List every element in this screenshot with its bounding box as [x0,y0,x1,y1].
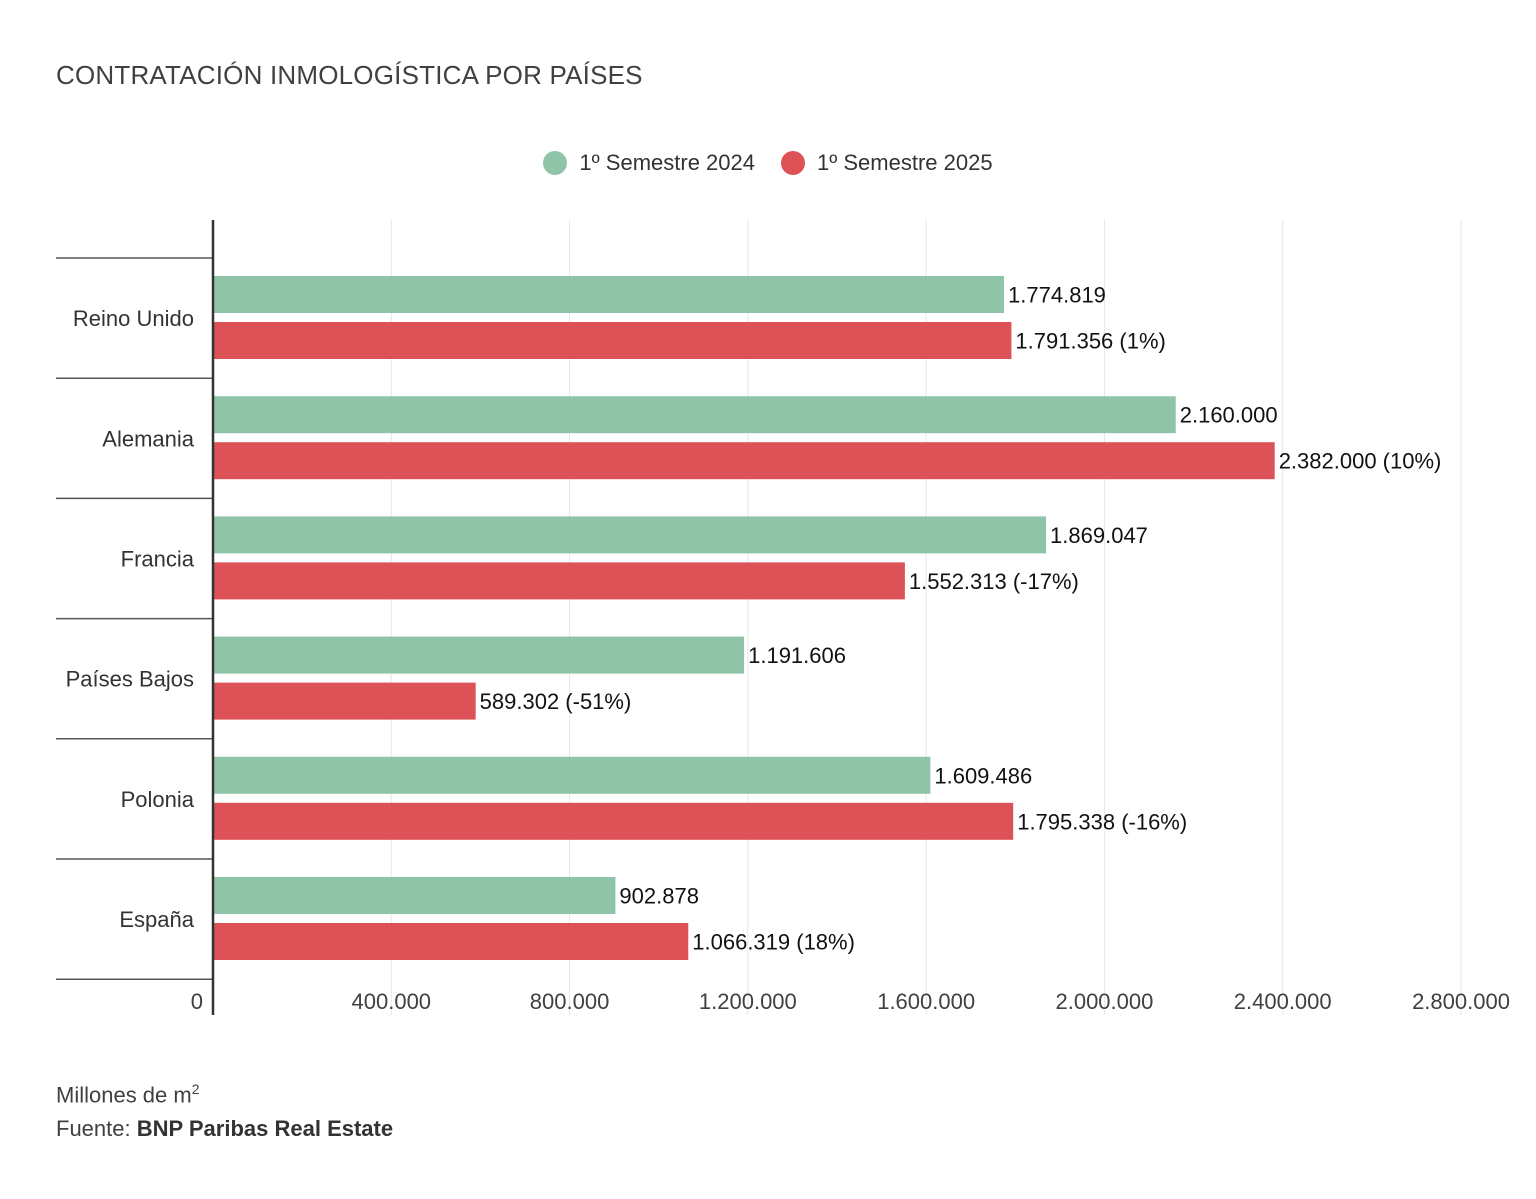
data-label-2024: 1.869.047 [1050,523,1148,548]
legend-label-2025: 1º Semestre 2025 [817,150,993,175]
source-name: BNP Paribas Real Estate [136,1116,394,1142]
bar-2024 [213,877,616,914]
chart-title: CONTRATACIÓN INMOLOGÍSTICA POR PAÍSES [56,60,643,90]
x-tick-label: 2.400.000 [1234,989,1332,1014]
x-tick-label: 2.000.000 [1055,989,1153,1014]
category-label: Países Bajos [66,667,194,692]
data-label-2025: 589.302 (-51%) [480,689,632,714]
bar-2025 [213,442,1275,480]
legend: 1º Semestre 2024 1º Semestre 2025 [0,150,1536,176]
bar-2025 [213,562,905,600]
data-label-2025: 2.382.000 (10%) [1279,449,1442,474]
data-label-2024: 1.774.819 [1008,283,1106,308]
bar-2024 [213,516,1047,554]
bar-2025 [213,923,689,960]
data-label-2024: 2.160.000 [1180,403,1278,428]
x-tick-label: 400.000 [352,989,432,1014]
data-label-2025: 1.791.356 (1%) [1015,329,1165,354]
category-label: Reino Unido [73,306,194,331]
legend-item-2024[interactable]: 1º Semestre 2024 [543,150,755,176]
units-note: Millones de m2 [56,1081,200,1108]
bar-2025 [213,682,476,720]
x-tick-label: 800.000 [530,989,610,1014]
data-label-2025: 1.552.313 (-17%) [909,569,1079,594]
x-tick-label: 0 [191,989,203,1014]
bar-2024 [213,396,1176,434]
data-label-2024: 1.609.486 [934,763,1032,788]
category-label: España [119,907,194,932]
source-note: Fuente: BNP Paribas Real Estate [56,1116,394,1142]
bar-2025 [213,802,1014,840]
category-label: Polonia [121,787,195,812]
data-label-2025: 1.795.338 (-16%) [1017,809,1187,834]
data-label-2025: 1.066.319 (18%) [692,930,855,955]
legend-label-2024: 1º Semestre 2024 [579,150,755,175]
data-label-2024: 1.191.606 [748,643,846,668]
category-label: Alemania [102,426,194,451]
legend-item-2025[interactable]: 1º Semestre 2025 [781,150,993,176]
x-tick-label: 1.200.000 [699,989,797,1014]
legend-swatch-2024 [543,151,568,175]
bar-2024 [213,756,931,794]
x-tick-label: 1.600.000 [877,989,975,1014]
bar-2025 [213,322,1012,359]
bar-chart: Reino Unido 1.774.819 1.791.356 (1%) Aleman… [56,220,1510,1015]
bar-2024 [213,276,1005,313]
category-label: Francia [121,547,195,572]
bar-2024 [213,636,745,674]
legend-swatch-2025 [781,151,805,175]
chart-footer: Millones de m2 Fuente: BNP Paribas Real … [56,1072,393,1146]
data-label-2024: 902.878 [619,884,699,909]
x-tick-label: 2.800.000 [1412,989,1510,1014]
